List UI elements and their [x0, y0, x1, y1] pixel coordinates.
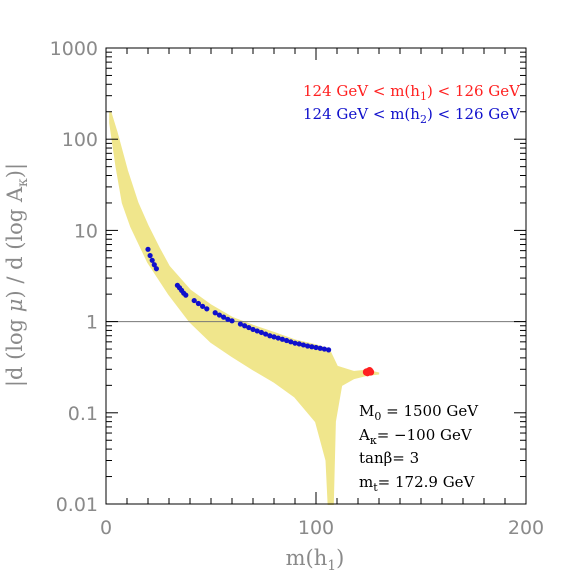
h2-point	[149, 257, 155, 263]
h2-point	[288, 339, 294, 345]
h2-point	[275, 335, 281, 341]
h2-point	[258, 329, 264, 336]
h2-point	[296, 341, 302, 347]
h2-point	[151, 262, 157, 268]
h2-point	[326, 347, 332, 353]
h2-point	[321, 346, 327, 352]
h2-point	[147, 252, 153, 259]
y-tick-label: 100	[62, 129, 98, 151]
h2-point	[263, 331, 269, 337]
h2-point	[221, 314, 227, 320]
h1-point	[365, 367, 374, 375]
param-akappa: Aκ= −100 GeV	[358, 426, 473, 447]
y-tick-label: 0.01	[56, 494, 98, 516]
h2-point	[216, 312, 222, 318]
points-layer	[145, 246, 375, 377]
h2-point	[145, 246, 151, 252]
h2-point	[200, 303, 206, 309]
legend-entry-h2: 124 GeV < m(h2) < 126 GeV	[303, 105, 521, 126]
h2-point	[246, 324, 252, 331]
h2-point	[183, 292, 189, 298]
h2-point	[204, 306, 210, 312]
h2-point	[284, 337, 290, 344]
x-tick-label: 100	[298, 517, 334, 539]
y-tick-label: 1000	[50, 38, 98, 60]
parameter-box: M0 = 1500 GeV Aκ= −100 GeV tanβ= 3 mt= 1…	[358, 402, 479, 494]
legend: 124 GeV < m(h1) < 126 GeV 124 GeV < m(h2…	[303, 82, 521, 126]
ticks-layer	[105, 47, 527, 505]
y-tick-label: 1	[86, 312, 98, 334]
h2-point	[242, 323, 248, 329]
h2-point	[317, 345, 323, 351]
h2-point	[309, 344, 315, 350]
x-tick-label: 0	[100, 517, 112, 539]
h2-point	[271, 334, 277, 340]
h2-point	[305, 343, 311, 349]
h2-point	[267, 333, 273, 339]
h2-point	[313, 344, 319, 351]
y-tick-label: 0.1	[68, 403, 98, 425]
param-m0: M0 = 1500 GeV	[359, 402, 479, 423]
param-mt: mt= 172.9 GeV	[359, 473, 476, 494]
h2-point	[195, 300, 201, 307]
h2-point	[191, 297, 197, 304]
h2-point	[279, 336, 285, 342]
h2-point	[212, 310, 218, 316]
y-axis-label: |d (log μ) / d (log Aκ)|	[3, 163, 31, 387]
allowed-region	[109, 111, 380, 505]
h2-point	[229, 318, 235, 324]
tick-labels: 0 100 200 0.01 0.1 1 10 100 1000	[50, 38, 544, 539]
x-tick-label: 200	[508, 517, 544, 539]
h2-point	[292, 340, 298, 346]
h2-point	[250, 326, 256, 333]
x-axis-label: m(h1)	[286, 546, 345, 574]
h2-point	[237, 321, 243, 327]
allowed-region-layer	[109, 111, 380, 505]
param-tanbeta: tanβ= 3	[359, 449, 419, 467]
h2-point	[225, 316, 231, 322]
y-tick-label: 10	[74, 220, 98, 242]
h2-point	[153, 266, 159, 272]
legend-entry-h1: 124 GeV < m(h1) < 126 GeV	[303, 82, 521, 103]
h2-point	[300, 342, 306, 348]
h2-point	[254, 328, 260, 334]
